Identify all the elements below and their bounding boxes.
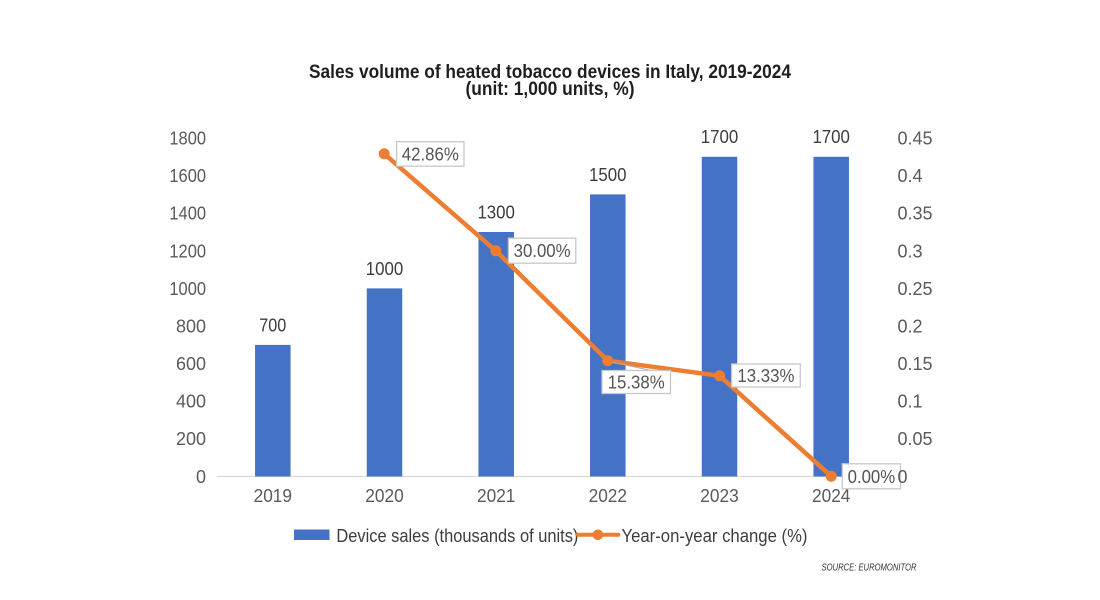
svg-text:2020: 2020	[365, 486, 403, 506]
svg-text:1000: 1000	[366, 259, 404, 279]
svg-text:800: 800	[176, 316, 206, 336]
svg-text:SOURCE: EUROMONITOR: SOURCE: EUROMONITOR	[822, 563, 917, 574]
svg-text:0.1: 0.1	[898, 392, 923, 412]
svg-text:2019: 2019	[254, 486, 292, 506]
svg-text:13.33%: 13.33%	[737, 366, 794, 386]
svg-text:0.00%: 0.00%	[848, 467, 896, 487]
svg-text:0.05: 0.05	[898, 429, 933, 449]
svg-text:0.2: 0.2	[898, 316, 923, 336]
svg-text:0.45: 0.45	[898, 129, 933, 149]
svg-text:0.35: 0.35	[898, 204, 933, 224]
svg-text:0.15: 0.15	[898, 354, 933, 374]
svg-text:1700: 1700	[812, 127, 850, 147]
svg-text:600: 600	[176, 354, 206, 374]
svg-text:1400: 1400	[169, 204, 206, 224]
svg-text:0.4: 0.4	[898, 166, 923, 186]
svg-text:0: 0	[196, 467, 206, 487]
svg-text:1000: 1000	[169, 279, 206, 299]
svg-text:1200: 1200	[169, 241, 206, 261]
svg-text:0.3: 0.3	[898, 241, 923, 261]
svg-text:2021: 2021	[477, 486, 515, 506]
svg-text:15.38%: 15.38%	[608, 373, 665, 393]
svg-text:(unit: 1,000 units, %): (unit: 1,000 units, %)	[466, 79, 635, 100]
svg-text:2024: 2024	[812, 486, 850, 506]
svg-text:30.00%: 30.00%	[514, 241, 571, 261]
svg-text:0: 0	[898, 467, 908, 487]
svg-text:2023: 2023	[700, 486, 738, 506]
svg-text:700: 700	[259, 315, 286, 335]
svg-text:2022: 2022	[589, 486, 627, 506]
svg-text:400: 400	[176, 392, 206, 412]
svg-text:1700: 1700	[701, 127, 739, 147]
svg-text:1300: 1300	[477, 202, 515, 222]
svg-text:1800: 1800	[169, 129, 206, 149]
svg-text:200: 200	[176, 429, 206, 449]
svg-text:1500: 1500	[589, 165, 627, 185]
svg-text:Sales volume of heated tobacco: Sales volume of heated tobacco devices i…	[309, 62, 791, 83]
svg-text:Year-on-year change (%): Year-on-year change (%)	[622, 526, 808, 546]
svg-text:0.25: 0.25	[898, 279, 933, 299]
svg-text:42.86%: 42.86%	[402, 144, 459, 164]
svg-text:1600: 1600	[169, 166, 206, 186]
svg-text:Device sales (thousands of uni: Device sales (thousands of units)	[336, 526, 578, 546]
